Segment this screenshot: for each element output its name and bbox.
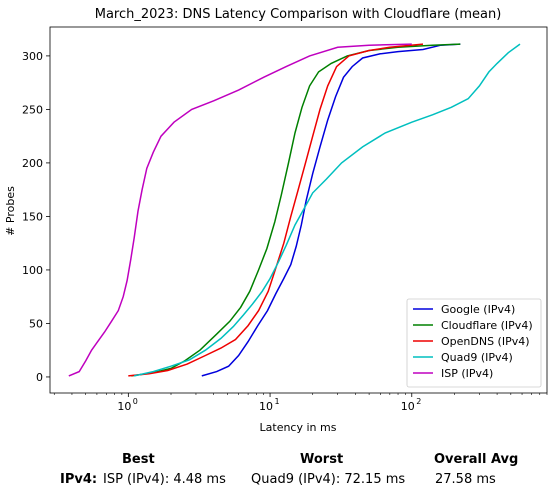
- legend-label: Google (IPv4): [441, 303, 515, 316]
- chart-title: March_2023: DNS Latency Comparison with …: [95, 7, 502, 22]
- worst-value: Quad9 (IPv4): 72.15 ms: [251, 472, 406, 487]
- series-line-2: [128, 43, 424, 377]
- series-line-4: [68, 43, 412, 377]
- legend-label: Cloudflare (IPv4): [441, 319, 533, 332]
- y-tick-label: 0: [36, 371, 43, 384]
- y-tick-label: 200: [22, 157, 43, 170]
- y-tick-label: 250: [22, 103, 43, 116]
- ipv4-row-label: IPv4:: [60, 472, 98, 487]
- x-tick-exponent: 1: [275, 397, 280, 406]
- plot-area: [68, 43, 521, 377]
- legend-label: ISP (IPv4): [441, 367, 493, 380]
- series-line-3: [134, 43, 521, 377]
- overall-avg-value: 27.58 ms: [435, 472, 496, 487]
- overall-avg-header: Overall Avg: [434, 452, 519, 467]
- legend-label: OpenDNS (IPv4): [441, 335, 530, 348]
- x-tick-label: 10: [401, 400, 415, 413]
- y-tick-label: 150: [22, 210, 43, 223]
- x-tick-exponent: 0: [133, 397, 138, 406]
- legend: Google (IPv4) Cloudflare (IPv4) OpenDNS (I…: [406, 298, 542, 388]
- x-tick-label: 10: [259, 400, 273, 413]
- legend-label: Quad9 (IPv4): [441, 351, 513, 364]
- series-line-0: [201, 43, 461, 377]
- x-tick-label: 10: [117, 400, 131, 413]
- plot-frame: [49, 26, 548, 394]
- latency-chart: March_2023: DNS Latency Comparison with …: [4, 7, 548, 434]
- best-value: ISP (IPv4): 4.48 ms: [103, 472, 226, 487]
- worst-header: Worst: [300, 452, 344, 467]
- y-tick-label: 300: [22, 50, 43, 63]
- y-axis-label: # Probes: [4, 186, 17, 236]
- x-axis-label: Latency in ms: [260, 421, 337, 434]
- legend-box: [406, 298, 542, 388]
- y-tick-label: 50: [29, 317, 43, 330]
- best-header: Best: [122, 452, 155, 467]
- y-tick-label: 100: [22, 264, 43, 277]
- x-tick-exponent: 2: [416, 397, 421, 406]
